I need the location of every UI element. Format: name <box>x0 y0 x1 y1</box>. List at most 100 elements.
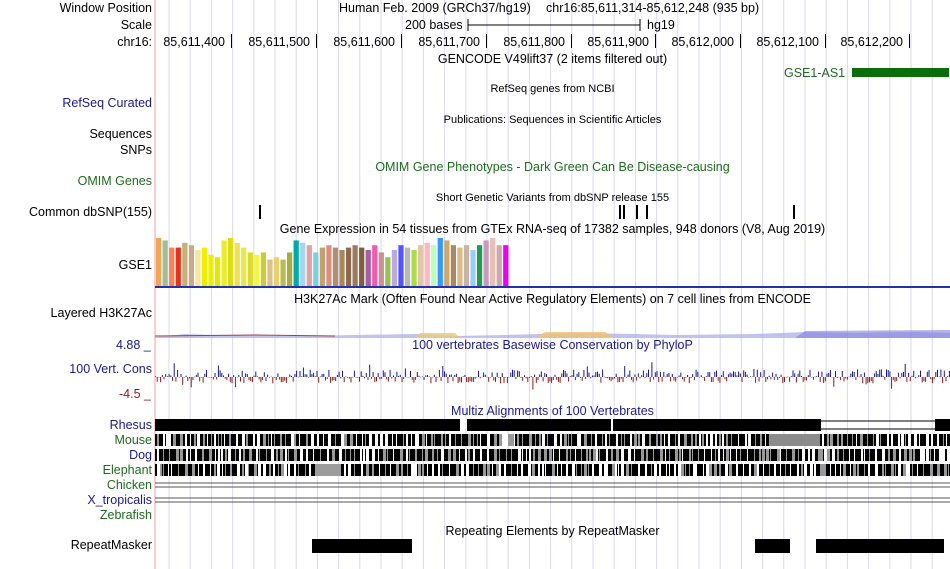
phylop-score-bar <box>389 369 391 377</box>
dog-mismatch <box>715 449 716 461</box>
repeatmasker-elements[interactable] <box>155 537 950 555</box>
phylop-score-bar <box>311 374 313 377</box>
elephant-mismatch <box>923 464 924 476</box>
elephant-mismatch <box>912 464 913 476</box>
mouse-mismatch <box>166 434 169 446</box>
gene-label-gse1-as1[interactable]: GSE1-AS1 <box>784 66 846 80</box>
phylop-score-bar <box>245 373 247 377</box>
phylop-score-bar <box>928 370 930 377</box>
mouse-mismatch <box>323 434 324 446</box>
elephant-mismatch <box>944 464 947 476</box>
dog-mismatch <box>366 449 369 461</box>
elephant-mismatch <box>576 464 577 476</box>
species-label-x_tropicalis[interactable]: X_tropicalis <box>87 493 152 507</box>
phylop-score-bar <box>656 371 658 377</box>
species-label-dog[interactable]: Dog <box>129 448 152 462</box>
mouse-mismatch <box>668 434 670 446</box>
elephant-mismatch <box>456 464 459 476</box>
mouse-mismatch <box>207 434 208 446</box>
repeatmasker-track-label[interactable]: RepeatMasker <box>70 538 152 552</box>
ruler-tick <box>909 34 910 48</box>
phylop-score-bar <box>716 370 717 377</box>
mouse-mismatch <box>415 434 418 446</box>
elephant-mismatch <box>542 464 544 476</box>
species-label-chicken[interactable]: Chicken <box>106 478 152 492</box>
dog-mismatch <box>409 449 410 461</box>
omim-track-label[interactable]: OMIM Genes <box>77 174 152 188</box>
mouse-mismatch <box>494 434 497 446</box>
elephant-mismatch <box>651 464 652 476</box>
gtex-tissue-bar <box>273 257 280 286</box>
gtex-gene-label[interactable]: GSE1 <box>118 258 152 272</box>
phylop-score-bar <box>600 377 602 383</box>
gtex-expression-chart[interactable] <box>155 236 950 290</box>
refseq-track-label[interactable]: RefSeq Curated <box>62 96 152 110</box>
dog-mismatch <box>350 449 351 461</box>
elephant-mismatch <box>604 464 607 476</box>
sequences-track-label[interactable]: Sequences <box>89 127 152 141</box>
ruler-tick <box>740 34 741 48</box>
species-label-rhesus[interactable]: Rhesus <box>109 418 152 432</box>
conservation-min: -4.5 _ <box>119 387 151 401</box>
dog-mismatch <box>869 449 870 461</box>
elephant-mismatch <box>230 464 232 476</box>
phylop-score-bar <box>641 375 643 377</box>
dog-mismatch <box>468 449 470 461</box>
dog-mismatch <box>511 449 512 461</box>
phylop-score-bar <box>517 370 519 377</box>
elephant-mismatch <box>868 464 870 476</box>
species-label-mouse[interactable]: Mouse <box>114 433 152 447</box>
snp-mark <box>259 205 261 219</box>
dog-block <box>155 449 950 461</box>
mouse-mismatch <box>431 434 433 446</box>
species-label-zebrafish[interactable]: Zebrafish <box>99 508 152 522</box>
phylop-score-bar <box>580 377 581 378</box>
phylop-conservation-plot[interactable] <box>155 352 950 402</box>
rhesus-block <box>935 419 950 431</box>
gene-feature-gse1-as1[interactable] <box>852 68 949 77</box>
elephant-mismatch <box>917 464 918 476</box>
elephant-mismatch <box>414 464 417 476</box>
phylop-score-bar <box>615 373 617 377</box>
ruler-tick-label: 85,612,000 <box>671 35 734 49</box>
dog-mismatch <box>300 449 303 461</box>
h3k27ac-signal[interactable] <box>155 326 950 338</box>
ruler-tick-label: 85,611,600 <box>333 35 395 49</box>
dbsnp-track-label[interactable]: Common dbSNP(155) <box>29 205 152 219</box>
h3k27ac-track-label[interactable]: Layered H3K27Ac <box>50 306 152 320</box>
phylop-score-bar <box>790 376 792 377</box>
elephant-mismatch <box>689 464 690 476</box>
species-label-elephant[interactable]: Elephant <box>102 463 152 477</box>
dog-mismatch <box>215 449 216 461</box>
conservation-track-label[interactable]: 100 Vert. Cons <box>69 362 152 376</box>
rhesus-block <box>155 419 460 431</box>
phylop-score-bar <box>714 371 716 377</box>
gtex-tissue-bar <box>490 238 496 286</box>
phylop-score-bar <box>799 370 801 377</box>
phylop-score-bar <box>284 377 286 381</box>
phylop-score-bar <box>608 377 610 380</box>
elephant-mismatch <box>473 464 474 476</box>
mouse-mismatch <box>837 434 839 446</box>
phylop-score-bar <box>547 377 549 384</box>
phylop-score-bar <box>377 373 379 377</box>
phylop-score-bar <box>416 371 418 377</box>
phylop-score-bar <box>563 370 564 377</box>
mouse-mismatch <box>211 434 212 446</box>
mouse-mismatch <box>422 434 425 446</box>
phylop-score-bar <box>462 376 464 377</box>
dog-mismatch <box>288 449 289 461</box>
mouse-mismatch <box>294 434 296 446</box>
multiz-alignment-blocks[interactable] <box>155 417 950 522</box>
phylop-score-bar <box>352 376 354 378</box>
snps-track-label[interactable]: SNPs <box>120 143 152 157</box>
dbsnp-variants[interactable] <box>155 203 950 221</box>
elephant-mismatch <box>681 464 684 476</box>
elephant-mismatch <box>210 464 211 476</box>
phylop-score-bar <box>427 375 428 377</box>
phylop-score-bar <box>520 377 522 378</box>
dog-mismatch <box>306 449 308 461</box>
phylop-score-bar <box>668 373 670 377</box>
dog-mismatch <box>596 449 598 461</box>
elephant-mismatch <box>366 464 369 476</box>
